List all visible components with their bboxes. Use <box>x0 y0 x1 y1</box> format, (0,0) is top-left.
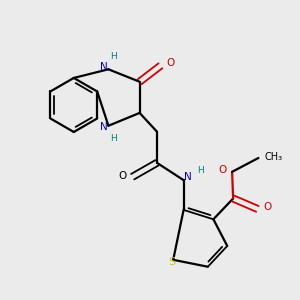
Text: CH₃: CH₃ <box>265 152 283 162</box>
Text: H: H <box>110 134 117 143</box>
Text: O: O <box>263 202 271 212</box>
Text: N: N <box>184 172 192 182</box>
Text: O: O <box>218 165 226 175</box>
Text: O: O <box>119 171 127 181</box>
Text: S: S <box>168 256 175 266</box>
Text: N: N <box>100 122 108 133</box>
Text: H: H <box>110 52 117 61</box>
Text: O: O <box>166 58 174 68</box>
Text: N: N <box>100 61 108 71</box>
Text: H: H <box>197 166 204 175</box>
